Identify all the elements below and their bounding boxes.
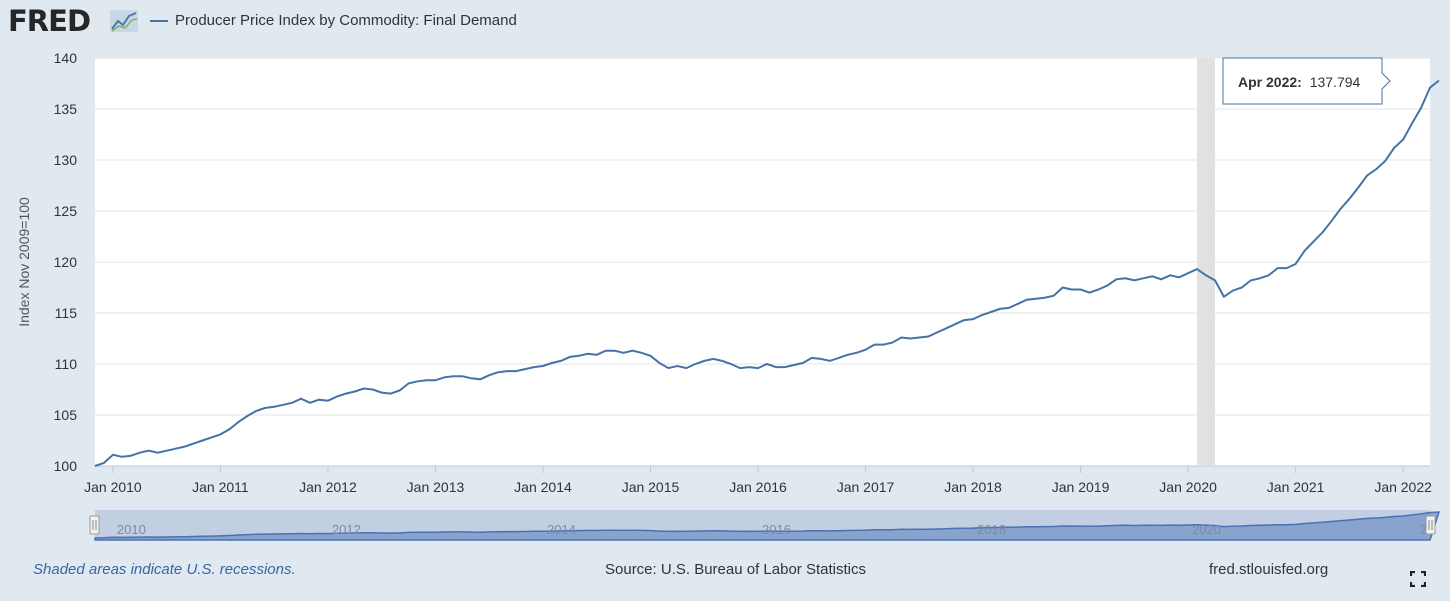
y-tick-label: 105 [54,407,78,423]
fred-logo-chart-icon [110,10,138,32]
source-note[interactable]: Source: U.S. Bureau of Labor Statistics [605,561,866,578]
x-tick-label: Jan 2013 [407,479,465,495]
x-tick-label: Jan 2018 [944,479,1002,495]
fullscreen-icon[interactable] [1410,571,1426,587]
x-tick-label: Jan 2011 [192,479,249,495]
y-tick-label: 130 [54,152,78,168]
tooltip: Apr 2022: 137.794 [1222,57,1391,105]
tooltip-value: 137.794 [1310,74,1361,90]
tooltip-date: Apr 2022: [1238,74,1302,90]
y-tick-label: 125 [54,203,78,219]
x-tick-label: Jan 2010 [84,479,142,495]
navigator-area [94,511,1441,541]
y-tick-label: 100 [54,458,78,474]
legend-series-title[interactable]: Producer Price Index by Commodity: Final… [175,12,517,29]
navigator-handle-icon[interactable] [89,515,100,535]
x-tick-label: Jan 2021 [1267,479,1325,495]
navigator-year-label: 2014 [547,522,576,537]
x-tick-label: Jan 2017 [837,479,895,495]
x-tick-label: Jan 2012 [299,479,357,495]
x-tick-label: Jan 2022 [1374,479,1432,495]
legend-swatch [150,19,168,22]
recession-shading [1197,58,1215,466]
y-tick-label: 110 [55,356,78,372]
x-tick-label: Jan 2020 [1159,479,1217,495]
navigator-year-label: 2016 [762,522,791,537]
y-tick-label: 120 [54,254,78,270]
svg-text:Apr 2022: 137.794: Apr 2022: 137.794 [1238,74,1361,90]
y-tick-label: 115 [55,305,78,321]
x-tick-label: Jan 2014 [514,479,572,495]
x-tick-label: Jan 2015 [622,479,680,495]
fred-logo[interactable]: FRED [8,4,91,38]
site-link[interactable]: fred.stlouisfed.org [1209,561,1329,578]
series-line[interactable] [94,79,1440,467]
x-tick-label: Jan 2016 [729,479,787,495]
navigator-year-label: 2010 [117,522,146,537]
navigator-year-label: 2018 [977,522,1006,537]
navigator-year-label: 2 [1420,522,1427,537]
y-axis-title: Index Nov 2009=100 [16,197,32,327]
x-tick-label: Jan 2019 [1052,479,1110,495]
navigator[interactable]: 2010 2012 2014 2016 2018 2020 2 [89,510,1441,541]
navigator-handle-icon[interactable] [1425,515,1436,535]
y-tick-label: 135 [54,101,78,117]
recession-note: Shaded areas indicate U.S. recessions. [33,561,296,578]
navigator-year-label: 2012 [332,522,361,537]
navigator-year-label: 2020 [1192,522,1221,537]
chart-legend[interactable]: Producer Price Index by Commodity: Final… [150,12,517,29]
y-tick-label: 140 [54,50,78,66]
